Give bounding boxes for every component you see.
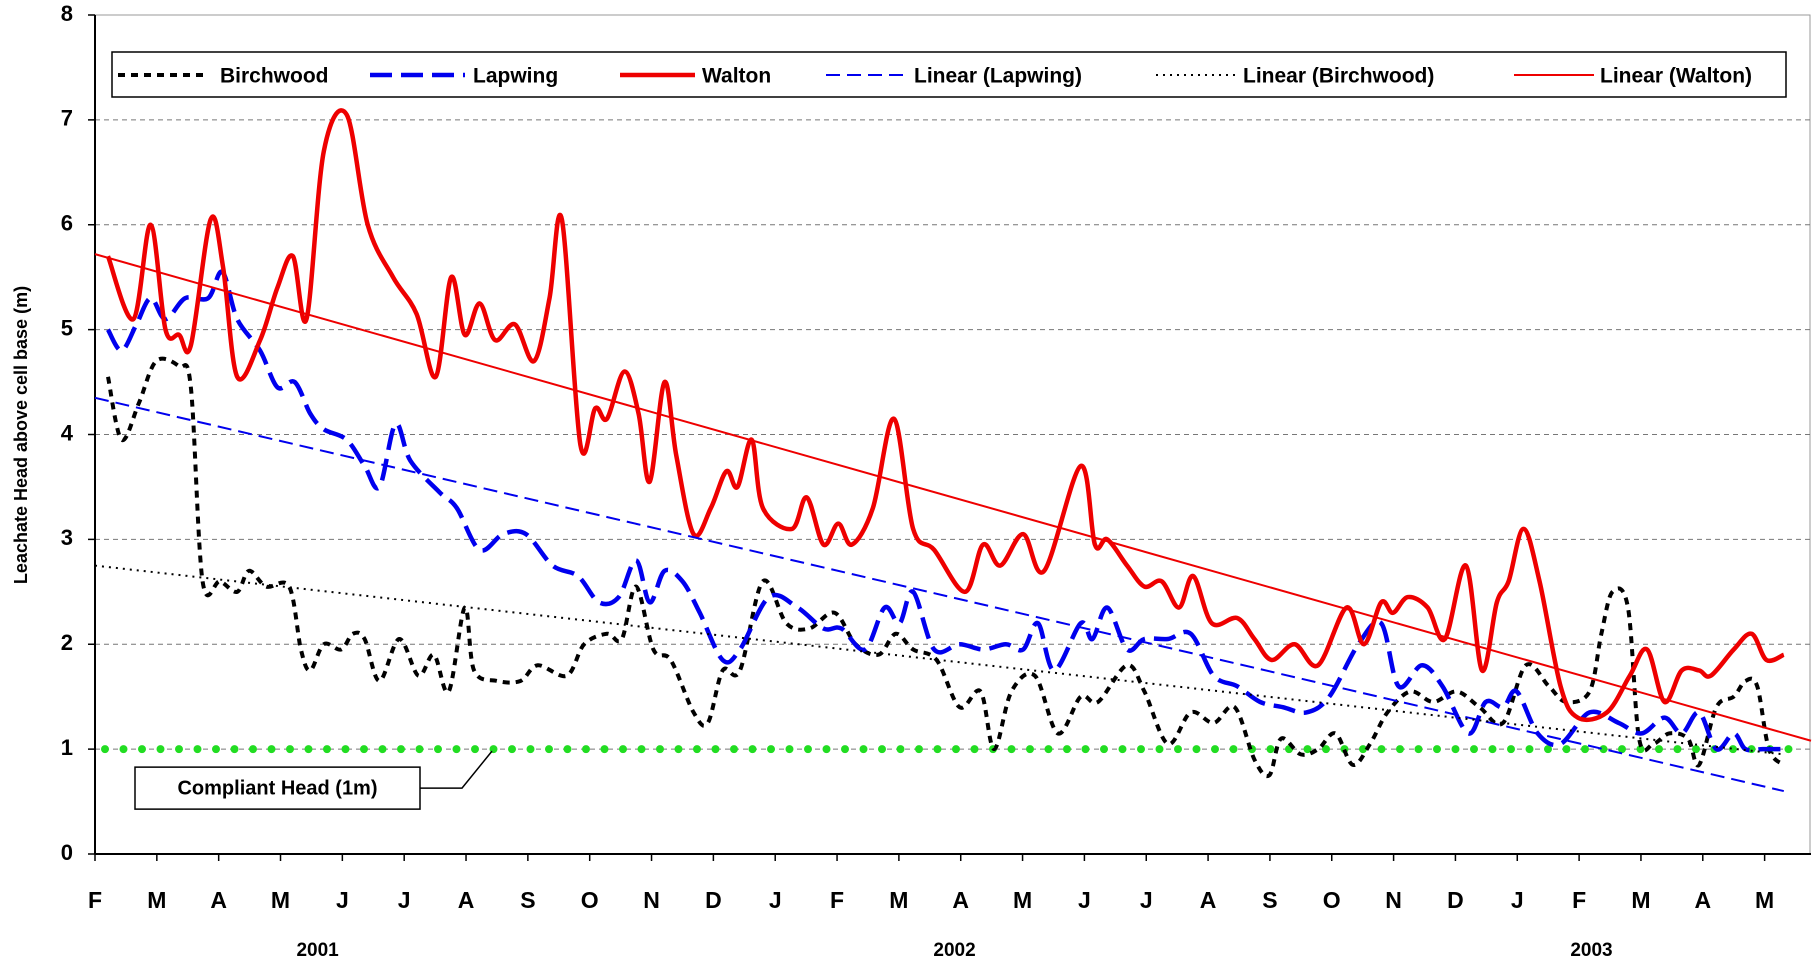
series-line bbox=[106, 269, 1784, 753]
legend-label: Linear (Birchwood) bbox=[1243, 65, 1434, 88]
x-tick-label: O bbox=[581, 887, 599, 913]
x-tick-label: A bbox=[1200, 887, 1217, 913]
y-tick-label: 3 bbox=[61, 525, 73, 550]
x-tick-label: F bbox=[88, 887, 102, 913]
x-tick-label: A bbox=[952, 887, 969, 913]
x-tick-label: F bbox=[830, 887, 844, 913]
series-line bbox=[106, 356, 1786, 779]
x-tick-label: S bbox=[520, 887, 535, 913]
x-tick-label: O bbox=[1323, 887, 1341, 913]
x-tick-label: D bbox=[705, 887, 722, 913]
legend-label: Lapwing bbox=[473, 65, 558, 88]
year-label: 2003 bbox=[1570, 940, 1612, 961]
x-tick-label: F bbox=[1572, 887, 1586, 913]
year-label: 2002 bbox=[933, 940, 975, 961]
y-tick-label: 6 bbox=[61, 211, 73, 236]
legend-label: Birchwood bbox=[220, 65, 329, 88]
x-tick-label: M bbox=[889, 887, 908, 913]
x-tick-label: M bbox=[1755, 887, 1774, 913]
y-tick-label: 7 bbox=[61, 106, 73, 131]
x-tick-label: S bbox=[1262, 887, 1277, 913]
x-tick-label: A bbox=[210, 887, 227, 913]
x-tick-label: J bbox=[336, 887, 349, 913]
series-line bbox=[94, 253, 1812, 742]
x-tick-label: M bbox=[147, 887, 166, 913]
x-tick-label: A bbox=[1694, 887, 1711, 913]
x-tick-label: J bbox=[398, 887, 411, 913]
annotation-box bbox=[134, 766, 421, 810]
x-tick-label: N bbox=[643, 887, 660, 913]
x-tick-label: M bbox=[271, 887, 290, 913]
annotation-label: Compliant Head (1m) bbox=[177, 777, 377, 799]
y-tick-label: 4 bbox=[61, 420, 74, 445]
series-line bbox=[105, 108, 1785, 723]
x-tick-label: N bbox=[1385, 887, 1402, 913]
x-tick-label: M bbox=[1013, 887, 1032, 913]
x-tick-label: J bbox=[769, 887, 782, 913]
y-tick-label: 1 bbox=[61, 735, 73, 760]
x-tick-label: J bbox=[1140, 887, 1153, 913]
x-tick-label: D bbox=[1447, 887, 1464, 913]
x-tick-label: J bbox=[1078, 887, 1091, 913]
annotation-leader bbox=[420, 750, 493, 789]
y-tick-label: 8 bbox=[61, 1, 73, 26]
series-line bbox=[94, 396, 1785, 793]
y-tick-label: 2 bbox=[61, 630, 73, 655]
x-tick-label: A bbox=[458, 887, 475, 913]
y-tick-label: 0 bbox=[61, 840, 73, 865]
year-label: 2001 bbox=[296, 940, 339, 961]
x-tick-label: M bbox=[1631, 887, 1650, 913]
legend-label: Linear (Lapwing) bbox=[914, 65, 1082, 88]
legend-label: Linear (Walton) bbox=[1600, 65, 1752, 88]
y-tick-label: 5 bbox=[61, 315, 73, 340]
y-axis-title: Leachate Head above cell base (m) bbox=[11, 286, 31, 584]
x-tick-label: J bbox=[1511, 887, 1524, 913]
legend-label: Walton bbox=[702, 65, 771, 88]
